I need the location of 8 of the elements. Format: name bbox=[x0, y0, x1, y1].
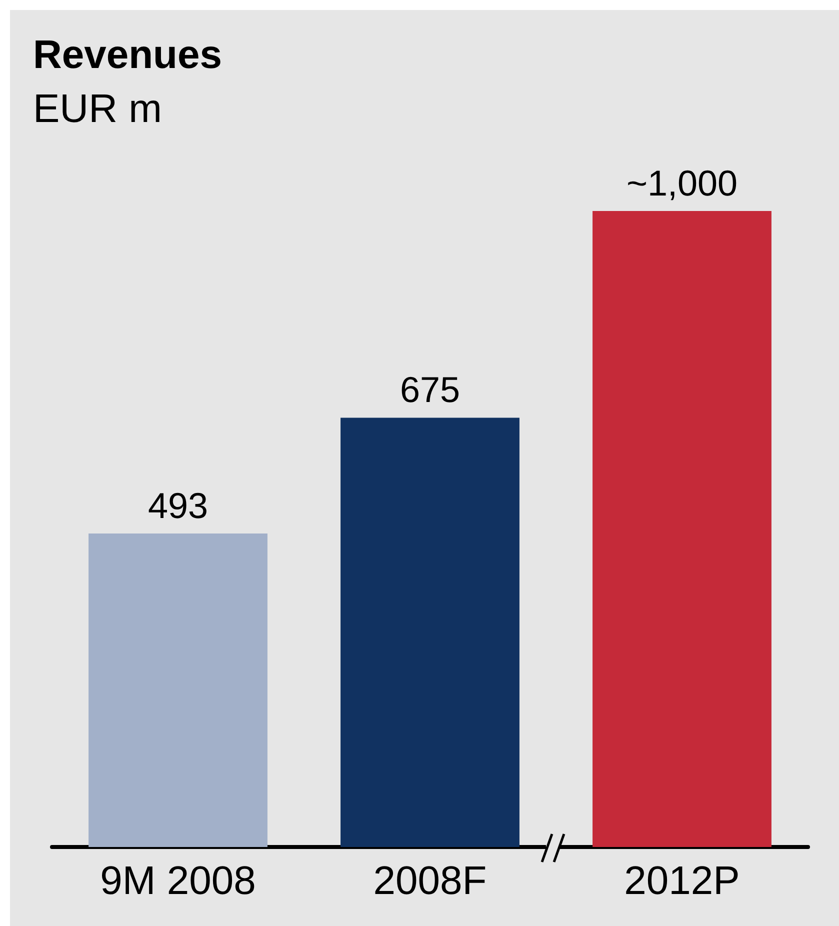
x-tick-label: 2008F bbox=[373, 859, 487, 903]
chart-subtitle: EUR m bbox=[33, 87, 162, 131]
x-tick-label: 9M 2008 bbox=[100, 859, 256, 903]
chart-title: Revenues bbox=[33, 33, 222, 77]
data-label: 493 bbox=[148, 484, 208, 526]
x-tick-label: 2012P bbox=[624, 859, 740, 903]
data-label: 675 bbox=[400, 369, 460, 410]
data-label: ~1,000 bbox=[626, 162, 738, 204]
